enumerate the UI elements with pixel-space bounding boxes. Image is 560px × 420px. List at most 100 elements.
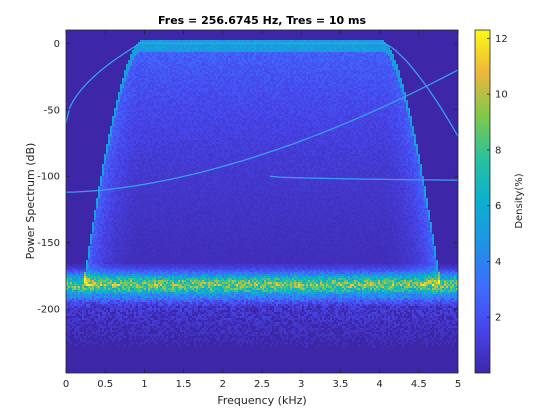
density-cell bbox=[156, 184, 158, 186]
density-cell bbox=[116, 306, 118, 308]
density-cell bbox=[148, 50, 150, 52]
density-cell bbox=[154, 240, 156, 242]
density-cell bbox=[142, 90, 144, 92]
density-cell bbox=[144, 104, 146, 106]
density-cell bbox=[94, 298, 96, 300]
density-cell bbox=[164, 294, 166, 296]
density-cell bbox=[124, 118, 126, 120]
density-cell bbox=[138, 246, 140, 248]
density-cell bbox=[112, 272, 114, 274]
density-cell bbox=[94, 268, 96, 270]
density-cell bbox=[142, 214, 144, 216]
density-cell bbox=[164, 270, 166, 272]
density-cell bbox=[160, 256, 162, 258]
density-cell bbox=[152, 214, 154, 216]
density-cell bbox=[154, 202, 156, 204]
density-cell bbox=[118, 112, 120, 114]
density-cell bbox=[114, 294, 116, 296]
density-cell bbox=[130, 260, 132, 262]
density-cell bbox=[84, 290, 86, 292]
density-cell bbox=[148, 128, 150, 130]
density-cell bbox=[162, 234, 164, 236]
density-cell bbox=[98, 326, 100, 328]
density-cell bbox=[114, 306, 116, 308]
density-cell bbox=[156, 242, 158, 244]
density-cell bbox=[140, 108, 142, 110]
density-cell bbox=[150, 68, 152, 70]
density-cell bbox=[120, 112, 122, 114]
density-cell bbox=[164, 216, 166, 218]
density-cell bbox=[158, 58, 160, 60]
density-cell bbox=[80, 268, 82, 270]
density-cell bbox=[152, 210, 154, 212]
density-cell bbox=[140, 322, 142, 324]
density-cell bbox=[114, 314, 116, 316]
density-cell bbox=[126, 324, 128, 326]
density-cell bbox=[140, 334, 142, 336]
density-cell bbox=[140, 228, 142, 230]
density-cell bbox=[156, 264, 158, 266]
density-cell bbox=[78, 288, 80, 290]
density-cell bbox=[80, 280, 82, 282]
density-cell bbox=[116, 276, 118, 278]
density-cell bbox=[154, 50, 156, 52]
density-cell bbox=[162, 206, 164, 208]
density-cell bbox=[164, 318, 166, 320]
density-cell bbox=[134, 236, 136, 238]
density-cell bbox=[122, 282, 124, 284]
density-cell bbox=[164, 214, 166, 216]
density-cell bbox=[132, 70, 134, 72]
density-cell bbox=[162, 302, 164, 304]
density-cell bbox=[94, 212, 96, 214]
density-cell bbox=[142, 296, 144, 298]
density-cell bbox=[152, 82, 154, 84]
density-cell bbox=[162, 138, 164, 140]
density-cell bbox=[124, 244, 126, 246]
density-cell bbox=[144, 106, 146, 108]
density-cell bbox=[148, 208, 150, 210]
density-cell bbox=[142, 258, 144, 260]
density-cell bbox=[144, 304, 146, 306]
density-cell bbox=[124, 132, 126, 134]
density-cell bbox=[164, 340, 166, 342]
density-cell bbox=[160, 202, 162, 204]
density-cell bbox=[160, 294, 162, 296]
density-cell bbox=[148, 322, 150, 324]
density-cell bbox=[76, 270, 78, 272]
density-cell bbox=[154, 204, 156, 206]
density-cell bbox=[130, 268, 132, 270]
density-cell bbox=[142, 188, 144, 190]
density-cell bbox=[116, 310, 118, 312]
density-cell bbox=[110, 150, 112, 152]
density-cell bbox=[96, 240, 98, 242]
density-cell bbox=[156, 104, 158, 106]
density-cell bbox=[116, 146, 118, 148]
density-cell bbox=[124, 142, 126, 144]
density-cell bbox=[146, 156, 148, 158]
density-cell bbox=[110, 134, 112, 136]
density-cell bbox=[126, 328, 128, 330]
density-cell bbox=[142, 158, 144, 160]
density-cell bbox=[116, 224, 118, 226]
density-cell bbox=[162, 188, 164, 190]
density-cell bbox=[142, 118, 144, 120]
density-cell bbox=[76, 326, 78, 328]
density-cell bbox=[102, 258, 104, 260]
density-cell bbox=[84, 278, 86, 280]
density-cell bbox=[70, 270, 72, 272]
density-cell bbox=[128, 106, 130, 108]
density-cell bbox=[154, 64, 156, 66]
density-cell bbox=[124, 240, 126, 242]
density-cell bbox=[120, 230, 122, 232]
density-cell bbox=[74, 336, 76, 338]
density-cell bbox=[134, 308, 136, 310]
density-cell bbox=[116, 284, 118, 286]
density-cell bbox=[76, 322, 78, 324]
density-cell bbox=[98, 312, 100, 314]
density-cell bbox=[96, 198, 98, 200]
density-cell bbox=[142, 218, 144, 220]
density-cell bbox=[80, 340, 82, 342]
density-cell bbox=[144, 92, 146, 94]
density-cell bbox=[162, 334, 164, 336]
density-cell bbox=[104, 220, 106, 222]
